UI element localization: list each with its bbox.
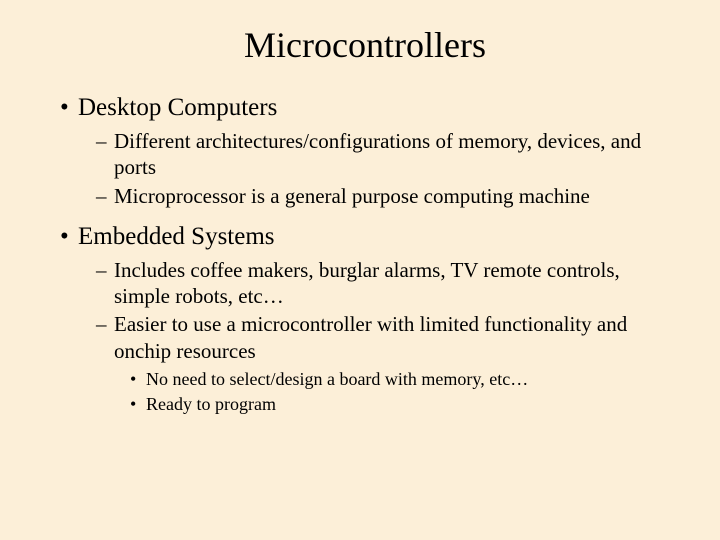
- bullet-level2: Includes coffee makers, burglar alarms, …: [60, 257, 670, 310]
- subsublist: No need to select/design a board with me…: [60, 368, 670, 417]
- bullet-level3: Ready to program: [60, 393, 670, 416]
- bullet-level2: Microprocessor is a general purpose comp…: [60, 183, 670, 209]
- bullet-text: Embedded Systems: [78, 223, 275, 250]
- bullet-text: Different architectures/configurations o…: [114, 129, 641, 179]
- bullet-list: Desktop Computers Different architecture…: [60, 94, 670, 417]
- slide-container: Microcontrollers Desktop Computers Diffe…: [0, 0, 720, 451]
- bullet-text: Includes coffee makers, burglar alarms, …: [114, 258, 620, 308]
- bullet-level1: Embedded Systems: [60, 223, 670, 251]
- bullet-level1: Desktop Computers: [60, 94, 670, 122]
- bullet-level2: Different architectures/configurations o…: [60, 128, 670, 181]
- bullet-level3: No need to select/design a board with me…: [60, 368, 670, 391]
- sublist: Different architectures/configurations o…: [60, 128, 670, 209]
- slide-title: Microcontrollers: [60, 24, 670, 66]
- bullet-text: Easier to use a microcontroller with lim…: [114, 312, 627, 362]
- sublist: Includes coffee makers, burglar alarms, …: [60, 257, 670, 417]
- bullet-text: Microprocessor is a general purpose comp…: [114, 184, 590, 208]
- bullet-text: Desktop Computers: [78, 94, 277, 121]
- bullet-text: Ready to program: [146, 394, 276, 414]
- bullet-text: No need to select/design a board with me…: [146, 369, 528, 389]
- bullet-level2: Easier to use a microcontroller with lim…: [60, 311, 670, 364]
